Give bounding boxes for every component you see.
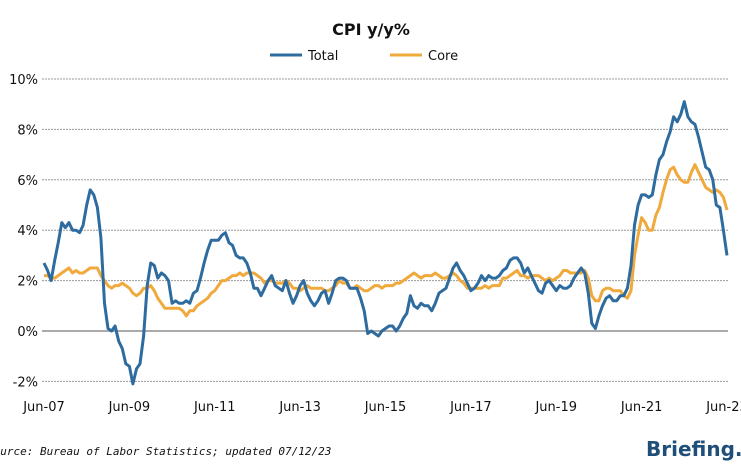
x-axis: Jun-07 Jun-09 Jun-11 Jun-13 Jun-15 Jun-17 Jun-…	[22, 400, 741, 415]
brand-logo: Briefing.com	[646, 437, 741, 461]
legend-label-core: Core	[428, 49, 458, 64]
x-tick-label: Jun-13	[278, 400, 321, 415]
y-tick-label: -2%	[13, 375, 38, 390]
x-tick-label: Jun-17	[449, 400, 492, 415]
legend: Total Core	[270, 49, 458, 64]
series-line-total	[42, 100, 729, 386]
x-tick-label: Jun-09	[108, 400, 151, 415]
x-tick-label: Jun-23	[705, 400, 741, 415]
x-tick-label: Jun-21	[620, 400, 663, 415]
y-tick-label: 2%	[17, 275, 38, 290]
x-tick-label: Jun-11	[193, 400, 236, 415]
chart-title: CPI y/y%	[332, 20, 410, 39]
y-tick-label: 6%	[17, 174, 38, 189]
y-axis: 10% 8% 6% 4% 2% 0% -2%	[9, 73, 38, 390]
y-tick-label: 0%	[17, 325, 38, 340]
y-tick-label: 8%	[17, 123, 38, 138]
legend-label-total: Total	[307, 49, 338, 64]
series-lines	[42, 100, 729, 386]
y-tick-label: 4%	[17, 224, 38, 239]
x-tick-label: Jun-19	[534, 400, 577, 415]
source-note: Source: Bureau of Labor Statistics; upda…	[0, 445, 331, 458]
gridlines	[42, 78, 728, 382]
x-tick-label: Jun-07	[22, 400, 65, 415]
x-tick-label: Jun-15	[364, 400, 407, 415]
series-line-core	[44, 163, 729, 318]
y-tick-label: 10%	[9, 73, 38, 88]
